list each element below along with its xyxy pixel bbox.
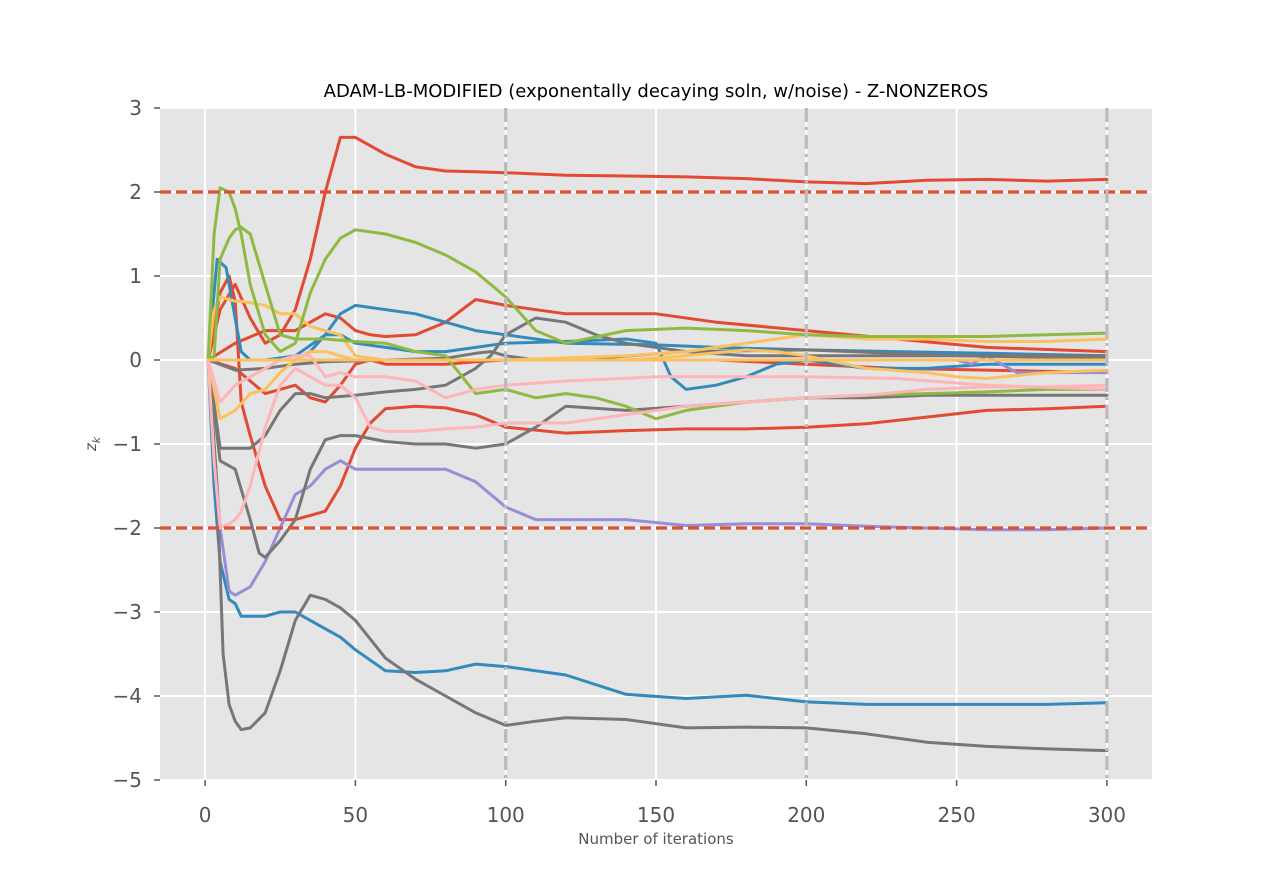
y-axis-title-subscript: k (90, 436, 103, 443)
x-tick-label: 300 (1088, 803, 1126, 827)
x-tick-label: 250 (938, 803, 976, 827)
x-tick-label: 150 (637, 803, 675, 827)
y-tick-label: 3 (129, 96, 142, 120)
series-line-19 (206, 354, 1109, 404)
series-line-18 (206, 358, 1109, 530)
reference-lines (160, 108, 1152, 780)
series-line-2 (206, 274, 1109, 522)
axes: 0 50 100 150 200 250 300 3 2 1 0 −1 −2 −3 −4 −5 (113, 96, 1126, 827)
y-tick-label: −5 (113, 768, 142, 792)
series-line-10 (206, 358, 1109, 753)
x-tick-label: 0 (199, 803, 212, 827)
series-line-1 (206, 135, 1109, 362)
y-tick-label: 2 (129, 180, 142, 204)
x-tick-label: 100 (487, 803, 525, 827)
series-line-14 (206, 295, 1109, 380)
series-line-8 (206, 358, 1109, 597)
x-tick-label: 200 (787, 803, 825, 827)
y-tick-label: −4 (113, 684, 142, 708)
series-group (206, 135, 1109, 753)
y-axis-title-main: z (82, 442, 100, 452)
y-tick-label: 1 (129, 264, 142, 288)
y-tick-label: −2 (113, 516, 142, 540)
y-axis-title: zk (82, 436, 103, 452)
series-line-5 (206, 358, 1109, 706)
x-tick-label: 50 (343, 803, 368, 827)
series-line-16 (206, 186, 1109, 362)
y-tick-label: −3 (113, 600, 142, 624)
chart-title: ADAM-LB-MODIFIED (exponentally decaying … (324, 81, 989, 102)
y-tick-label: 0 (129, 348, 142, 372)
y-tick-label: −1 (113, 432, 142, 456)
x-axis-title: Number of iterations (578, 830, 734, 848)
